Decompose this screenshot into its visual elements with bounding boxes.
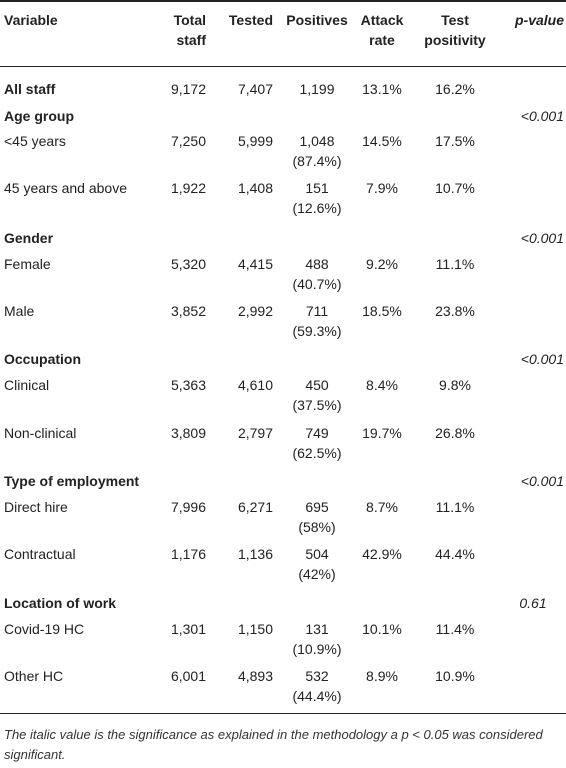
- row-label: Other HC: [4, 668, 64, 684]
- cell-attack-rate: 19.7%: [362, 425, 402, 441]
- section-label: Location of work: [4, 595, 116, 611]
- cell-positives: 504 (42%): [298, 546, 336, 582]
- cell-positives: 749 (62.5%): [292, 425, 342, 461]
- cell-attack-rate: 10.1%: [362, 621, 402, 637]
- row-label: Covid-19 HC: [4, 621, 85, 637]
- cell-tested: 5,999: [237, 133, 273, 149]
- table-top-rule: [0, 0, 566, 2]
- row-label: Female: [4, 256, 51, 272]
- cell-tested: 1,136: [237, 546, 273, 562]
- header-attack-rate: Attack rate: [360, 12, 404, 48]
- cell-test-positivity: 11.1%: [435, 499, 475, 515]
- cell-test-positivity: 17.5%: [435, 133, 475, 149]
- row-label: 45 years and above: [4, 180, 127, 196]
- cell-total-staff: 5,320: [170, 256, 206, 272]
- section-label: Gender: [4, 230, 54, 246]
- row-label: Non-clinical: [4, 425, 77, 441]
- cell-tested: 1,408: [237, 180, 273, 196]
- cell-positives: 450 (37.5%): [292, 377, 342, 413]
- cell-tested: 6,271: [237, 499, 273, 515]
- cell-attack-rate: 14.5%: [362, 133, 402, 149]
- cell-total-staff: 9,172: [170, 81, 206, 97]
- cell-attack-rate: 42.9%: [362, 546, 402, 562]
- cell-total-staff: 1,922: [170, 180, 206, 196]
- row-label: <45 years: [4, 133, 66, 149]
- row-label: Direct hire: [4, 499, 68, 515]
- table-header-rule: [0, 66, 566, 67]
- cell-attack-rate: 8.4%: [366, 377, 398, 393]
- cell-total-staff: 7,250: [170, 133, 206, 149]
- header-variable: Variable: [4, 12, 58, 28]
- cell-tested: 7,407: [237, 81, 273, 97]
- cell-tested: 4,893: [237, 668, 273, 684]
- row-label: Clinical: [4, 377, 50, 393]
- table-footnote: The italic value is the significance as …: [4, 727, 543, 762]
- section-label: Type of employment: [4, 473, 140, 489]
- cell-test-positivity: 26.8%: [435, 425, 475, 441]
- cell-attack-rate: 8.9%: [366, 668, 398, 684]
- cell-tested: 4,415: [237, 256, 273, 272]
- cell-total-staff: 5,363: [170, 377, 206, 393]
- cell-test-positivity: 44.4%: [435, 546, 475, 562]
- table-bottom-rule: [0, 713, 566, 714]
- cell-tested: 1,150: [237, 621, 273, 637]
- cell-positives: 695 (58%): [298, 499, 336, 535]
- cell-total-staff: 1,176: [170, 546, 206, 562]
- cell-test-positivity: 9.8%: [439, 377, 471, 393]
- row-label: Male: [4, 303, 35, 319]
- cell-p-value: <0.001: [520, 473, 564, 489]
- cell-total-staff: 7,996: [170, 499, 206, 515]
- cell-positives: 488 (40.7%): [292, 256, 342, 292]
- cell-test-positivity: 10.7%: [435, 180, 475, 196]
- header-positives: Positives: [286, 12, 348, 28]
- cell-attack-rate: 13.1%: [362, 81, 402, 97]
- section-label: Age group: [4, 108, 74, 124]
- cell-positives: 1,199: [299, 81, 335, 97]
- cell-attack-rate: 9.2%: [366, 256, 398, 272]
- cell-p-value: <0.001: [520, 230, 564, 246]
- cell-test-positivity: 23.8%: [435, 303, 475, 319]
- cell-attack-rate: 18.5%: [362, 303, 402, 319]
- cell-attack-rate: 7.9%: [366, 180, 398, 196]
- header-total-staff: Total staff: [173, 12, 206, 48]
- cell-test-positivity: 16.2%: [435, 81, 475, 97]
- section-label: Occupation: [4, 351, 82, 367]
- header-tested: Tested: [228, 12, 273, 28]
- cell-total-staff: 3,852: [170, 303, 206, 319]
- cell-positives: 151 (12.6%): [292, 180, 342, 216]
- cell-attack-rate: 8.7%: [366, 499, 398, 515]
- row-label: Contractual: [4, 546, 76, 562]
- cell-p-value: 0.61: [519, 595, 547, 611]
- cell-total-staff: 1,301: [170, 621, 206, 637]
- cell-total-staff: 6,001: [170, 668, 206, 684]
- cell-p-value: <0.001: [520, 108, 564, 124]
- row-label: All staff: [4, 81, 56, 97]
- cell-positives: 1,048 (87.4%): [292, 133, 342, 169]
- cell-positives: 131 (10.9%): [292, 621, 342, 657]
- cell-tested: 2,992: [237, 303, 273, 319]
- cell-tested: 4,610: [237, 377, 273, 393]
- cell-positives: 532 (44.4%): [292, 668, 342, 704]
- header-p-value: p-value: [514, 12, 564, 28]
- cell-test-positivity: 11.1%: [435, 256, 475, 272]
- cell-test-positivity: 11.4%: [435, 621, 475, 637]
- cell-p-value: <0.001: [520, 351, 564, 367]
- cell-test-positivity: 10.9%: [435, 668, 475, 684]
- cell-total-staff: 3,809: [170, 425, 206, 441]
- header-test-positivity: Test positivity: [424, 12, 486, 48]
- cell-positives: 711 (59.3%): [292, 303, 342, 339]
- cell-tested: 2,797: [237, 425, 273, 441]
